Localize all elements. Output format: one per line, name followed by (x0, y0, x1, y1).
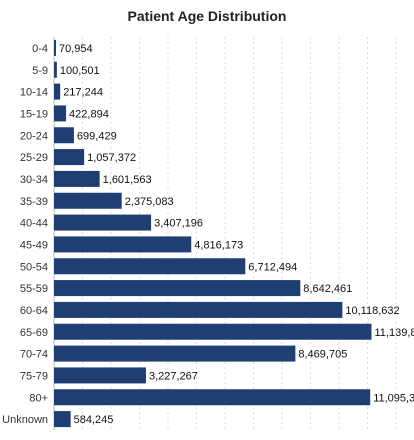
bar (54, 83, 61, 100)
category-label: 35-39 (20, 196, 48, 208)
value-label: 10,118,632 (345, 305, 399, 317)
value-label: 2,375,083 (125, 196, 174, 208)
value-label: 1,601,563 (103, 174, 152, 186)
value-label: 3,227,267 (149, 370, 198, 382)
category-label: 45-49 (20, 239, 48, 251)
bar (54, 258, 246, 275)
category-label: 55-59 (20, 283, 48, 295)
bar (54, 389, 371, 406)
value-label: 11,139,867 (374, 327, 414, 339)
bar (54, 411, 71, 428)
bar (54, 367, 146, 384)
bar (54, 345, 296, 362)
category-label: 20-24 (20, 130, 48, 142)
bar (54, 39, 57, 56)
bar (54, 127, 74, 144)
category-label: 70-74 (20, 349, 48, 361)
category-label: 65-69 (20, 327, 48, 339)
value-label: 4,816,173 (194, 239, 243, 251)
value-label: 584,245 (74, 414, 114, 426)
bar (54, 323, 372, 340)
bar (54, 105, 67, 122)
category-label: 40-44 (20, 218, 48, 230)
bar (54, 214, 152, 231)
category-label: 15-19 (20, 108, 48, 120)
value-label: 217,244 (63, 87, 103, 99)
value-label: 3,407,196 (154, 218, 203, 230)
category-label: 10-14 (20, 87, 48, 99)
value-label: 6,712,494 (248, 261, 297, 273)
value-label: 422,894 (69, 108, 109, 120)
value-label: 70,954 (59, 43, 93, 55)
category-label: 30-34 (20, 174, 48, 186)
value-label: 1,057,372 (87, 152, 136, 164)
category-label: 0-4 (32, 43, 48, 55)
bar (54, 149, 85, 166)
category-label: 80+ (29, 392, 48, 404)
category-label: 60-64 (20, 305, 48, 317)
category-label: 25-29 (20, 152, 48, 164)
bar (54, 280, 301, 297)
bar (54, 301, 343, 318)
value-label: 8,469,705 (298, 349, 347, 361)
value-label: 699,429 (77, 130, 117, 142)
bar (54, 170, 100, 187)
value-label: 100,501 (60, 65, 100, 77)
category-label: Unknown (2, 414, 48, 426)
bar (54, 236, 192, 253)
category-label: 50-54 (20, 261, 48, 273)
value-label: 11,095,363 (373, 392, 414, 404)
chart-title: Patient Age Distribution (127, 8, 287, 24)
category-label: 75-79 (20, 370, 48, 382)
bar (54, 192, 122, 209)
category-label: 5-9 (32, 65, 48, 77)
value-label: 8,642,461 (303, 283, 352, 295)
bar (54, 61, 57, 78)
